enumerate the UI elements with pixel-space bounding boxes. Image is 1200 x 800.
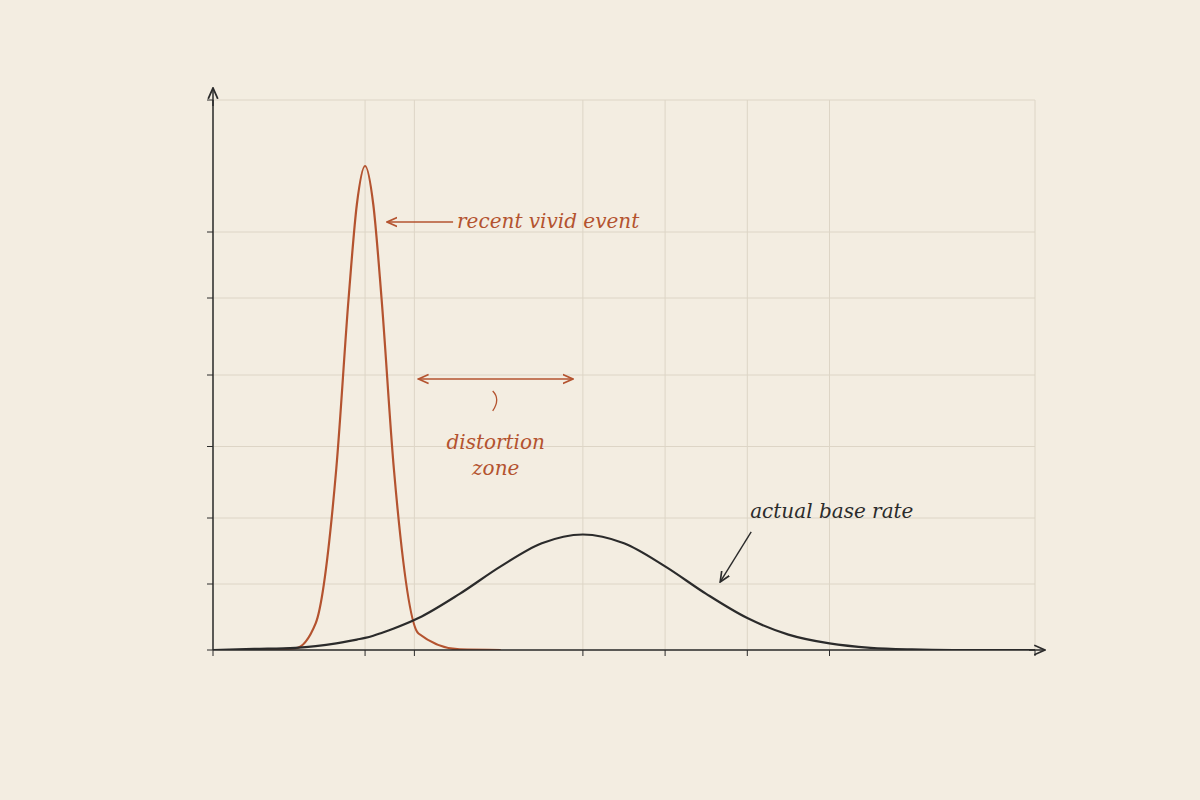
svg-text:distortion: distortion <box>446 430 544 454</box>
svg-text:recent vivid event: recent vivid event <box>457 209 640 233</box>
svg-text:zone: zone <box>471 456 519 480</box>
svg-text:actual base rate: actual base rate <box>750 499 913 523</box>
